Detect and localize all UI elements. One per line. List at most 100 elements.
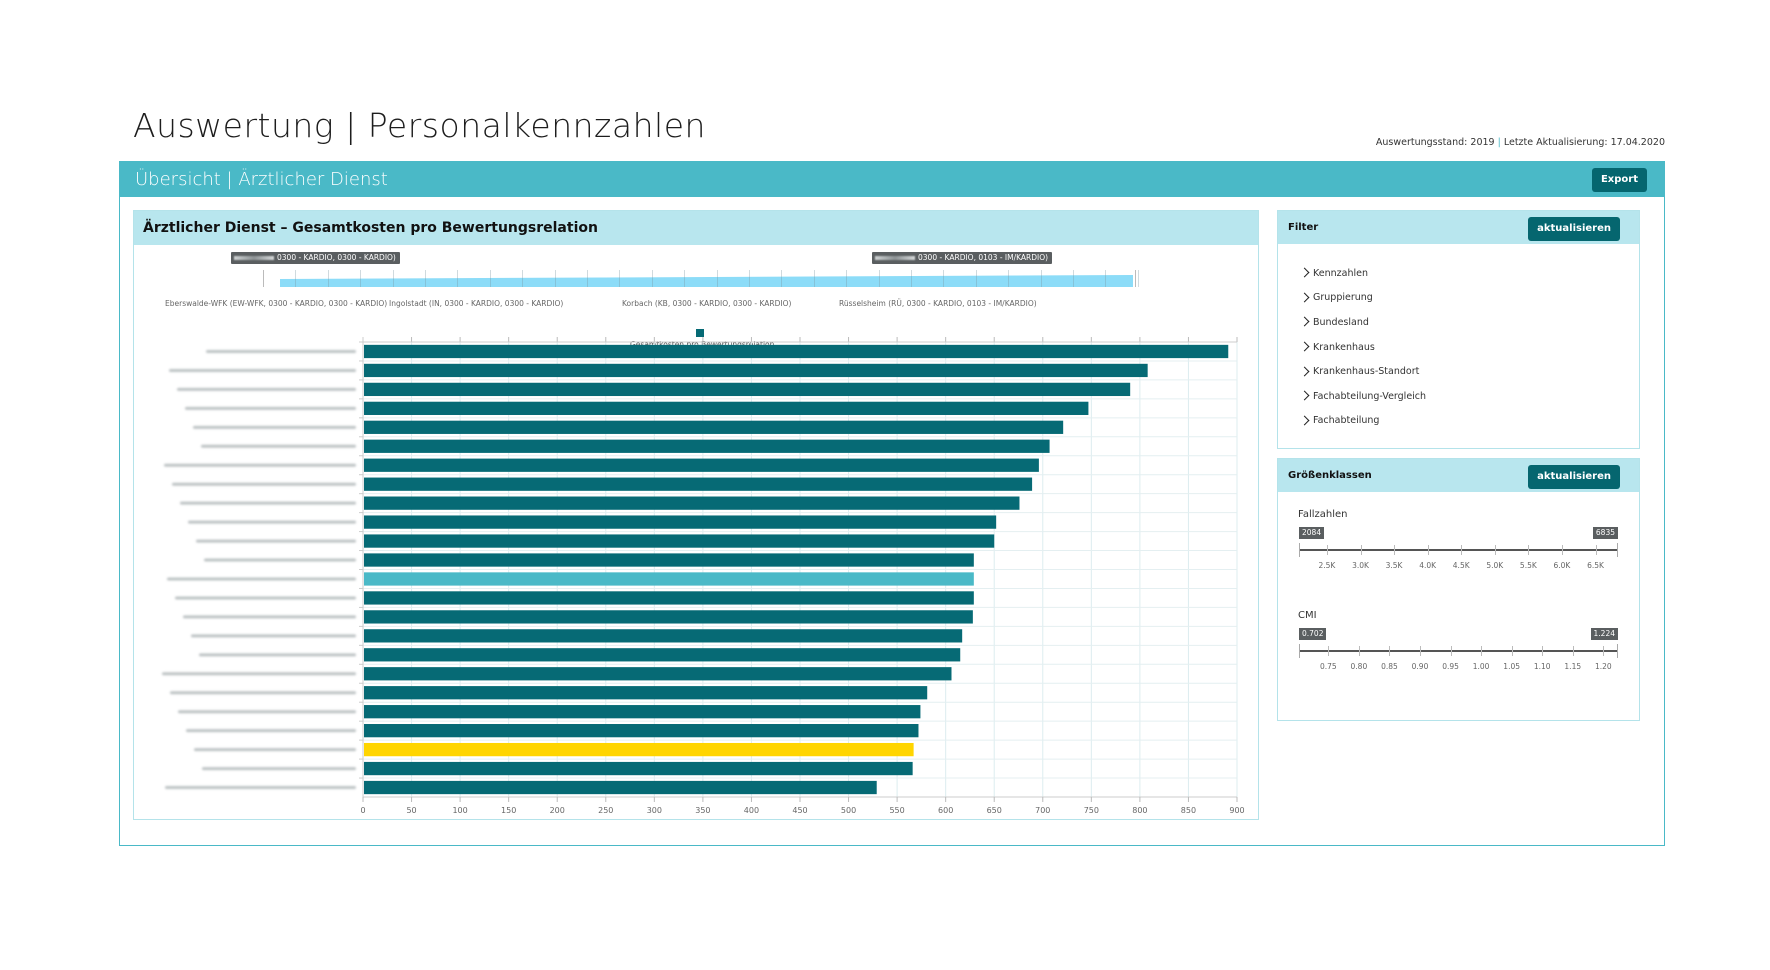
size-classes-title: Größenklassen [1288,470,1372,481]
bar[interactable] [364,553,974,567]
filter-item-krankenhaus[interactable]: Krankenhaus [1299,335,1426,360]
x-tick-label: 350 [695,806,710,815]
cmi-tick-label: 0.80 [1350,662,1368,671]
bar[interactable] [364,591,974,605]
cmi-track[interactable] [1299,650,1618,652]
navigator-gridline [554,270,556,287]
export-button[interactable]: Export [1591,168,1647,192]
fallzahlen-range-slider[interactable]: 2.5K 3.0K 3.5K 4.0K 4.5K 5.0K 5.5K 6.0K 6.5K 2084… [1299,523,1618,583]
cmi-tick [1358,646,1360,656]
category-label-redacted [170,691,356,695]
filter-item-fachabteilung[interactable]: Fachabteilung [1299,409,1426,434]
bar[interactable] [364,515,997,529]
navigator-gridline [327,270,329,287]
bar[interactable] [364,648,961,662]
filter-update-button[interactable]: aktualisieren [1528,217,1620,241]
category-label-redacted [169,368,356,372]
cmi-label: CMI [1298,610,1317,621]
filter-item-label: Bundesland [1313,316,1369,328]
bar[interactable] [364,629,963,643]
navigator-gridline [522,270,524,287]
filter-item-label: Kennzahlen [1313,267,1368,279]
fallzahlen-tick [1494,545,1496,555]
cmi-track-end [1617,644,1618,658]
bar[interactable] [364,458,1039,472]
chart-navigator[interactable]: 0300 - KARDIO, 0300 - KARDIO) 0300 - KAR… [134,245,1258,325]
chevron-right-icon [1299,292,1310,303]
navigator-gridline [295,270,297,287]
bar[interactable] [364,572,974,586]
fallzahlen-tick-label: 6.5K [1587,561,1604,570]
x-tick-label: 150 [501,806,516,815]
x-tick-label: 600 [938,806,953,815]
bar[interactable] [364,724,919,738]
cmi-max-handle[interactable]: 1.224 [1590,628,1618,640]
fallzahlen-tick-label: 3.5K [1385,561,1403,570]
navigator-right-handle[interactable]: 0300 - KARDIO, 0103 - IM/KARDIO) [872,252,1053,264]
navigator-right-handle-label: 0300 - KARDIO, 0103 - IM/KARDIO) [918,253,1049,262]
bar[interactable] [364,705,921,719]
navigator-gridline [684,270,686,287]
filter-item-bundesland[interactable]: Bundesland [1299,310,1426,335]
cmi-tick-label: 0.95 [1442,662,1459,671]
chevron-right-icon [1299,390,1310,401]
category-label-redacted [202,767,356,771]
navigator-gridline [846,270,848,287]
category-label-redacted [162,672,356,676]
bar[interactable] [364,534,995,548]
navigator-label: Eberswalde-WFK (EW-WFK, 0300 - KARDIO, 0… [165,299,388,308]
fallzahlen-tick [1528,545,1530,555]
bar[interactable] [364,477,1033,491]
navigator-gridline [587,270,588,287]
x-tick-label: 0 [360,806,365,815]
status-separator: | [1497,137,1501,148]
bar[interactable] [364,761,913,776]
filter-item-gruppierung[interactable]: Gruppierung [1299,286,1426,311]
size-classes-update-button[interactable]: aktualisieren [1528,465,1620,489]
category-label-redacted [199,653,356,657]
navigator-track[interactable] [263,270,1136,287]
fallzahlen-track[interactable] [1299,549,1618,551]
filter-item-krankenhaus-standort[interactable]: Krankenhaus-Standort [1299,359,1426,384]
cmi-min-handle[interactable]: 0.702 [1299,628,1327,640]
filter-title: Filter [1288,222,1319,233]
filter-item-fachabteilung-vergleich[interactable]: Fachabteilung-Vergleich [1299,384,1426,409]
bar[interactable] [364,780,877,795]
bar[interactable] [364,420,1064,434]
category-label-redacted [186,729,356,733]
fallzahlen-max-handle[interactable]: 6835 [1592,527,1618,539]
legend-swatch[interactable] [696,329,704,337]
category-label-redacted [183,615,356,619]
bar[interactable] [364,686,928,700]
cmi-tick-label: 1.20 [1594,662,1612,671]
fallzahlen-tick [1595,545,1597,555]
bar[interactable] [364,496,1020,510]
bar[interactable] [364,439,1050,453]
bar[interactable] [364,401,1089,415]
cmi-tick [1572,646,1574,656]
chevron-right-icon [1299,341,1310,352]
navigator-gridline [749,270,750,287]
fallzahlen-min-handle[interactable]: 2084 [1299,527,1325,539]
navigator-left-handle[interactable]: 0300 - KARDIO, 0300 - KARDIO) [231,252,400,264]
fallzahlen-tick [1360,545,1362,555]
x-tick-label: 250 [598,806,613,815]
bar[interactable] [364,363,1148,378]
bar[interactable] [364,610,973,624]
bar[interactable] [364,382,1131,397]
bar[interactable] [364,667,952,681]
filter-header: Filter aktualisieren [1278,211,1639,244]
overview-title: Übersicht | Ärztlicher Dienst [135,169,388,190]
bar[interactable] [364,742,914,757]
bar[interactable] [364,344,1229,359]
cmi-tick-label: 0.90 [1411,662,1429,671]
filter-item-kennzahlen[interactable]: Kennzahlen [1299,261,1426,286]
fallzahlen-tick [1427,545,1429,555]
navigator-gridline [457,270,459,287]
cmi-range-slider[interactable]: 0.75 0.80 0.85 0.90 0.95 1.00 1.05 1.10 1.15 1.20… [1299,624,1618,684]
category-label-redacted [167,577,356,581]
navigator-gridline [425,270,426,287]
legend-label[interactable]: Gesamtkosten pro Bewertungsrelation [630,340,775,349]
navigator-gridline [813,270,815,287]
cmi-tick-label: 0.85 [1381,662,1398,671]
